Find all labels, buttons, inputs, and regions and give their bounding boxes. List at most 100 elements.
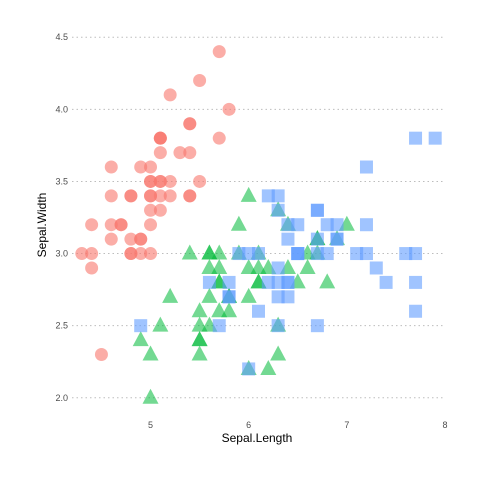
point-circle (124, 247, 138, 261)
point-circle (134, 160, 148, 174)
point-triangle (299, 258, 316, 274)
point-circle (94, 348, 108, 362)
point-circle (183, 189, 197, 203)
point-square (428, 131, 442, 145)
point-square (310, 319, 324, 333)
point-square (232, 247, 246, 261)
point-square (252, 247, 265, 261)
point-triangle (142, 345, 159, 361)
point-circle (212, 131, 226, 145)
point-circle (85, 247, 99, 261)
y-tick-label: 3.0 (55, 249, 68, 259)
point-triangle (191, 345, 208, 361)
point-triangle (181, 244, 198, 260)
x-tick-label: 6 (246, 420, 251, 430)
point-triangle (191, 302, 208, 318)
point-circle (193, 73, 207, 87)
point-square (320, 218, 334, 232)
point-triangle (230, 215, 247, 231)
point-circle (144, 247, 158, 261)
point-circle (144, 174, 158, 188)
point-circle (153, 189, 167, 203)
point-circle (124, 189, 138, 203)
point-square (281, 232, 295, 246)
point-square (242, 247, 256, 261)
point-circle (144, 189, 158, 203)
point-triangle (132, 331, 149, 347)
y-tick-label: 2.0 (55, 393, 68, 403)
point-circle (153, 146, 167, 160)
point-triangle (152, 316, 169, 332)
point-circle (183, 146, 197, 160)
gridlines (72, 36, 445, 399)
point-circle (104, 232, 118, 246)
point-circle (163, 88, 177, 102)
point-square (359, 160, 373, 174)
point-circle (104, 160, 118, 174)
point-square (291, 218, 305, 232)
point-circle (153, 203, 167, 217)
point-triangle (142, 388, 159, 404)
point-square (320, 247, 334, 261)
point-circle (124, 232, 138, 246)
point-circle (134, 232, 148, 246)
x-tick-label: 5 (148, 420, 153, 430)
point-triangle (319, 273, 336, 289)
point-square (222, 275, 236, 289)
point-square (212, 319, 226, 333)
point-triangle (162, 287, 179, 303)
x-tick-label: 8 (442, 420, 447, 430)
point-square (222, 290, 236, 304)
point-square (359, 247, 373, 261)
point-triangle (260, 359, 277, 375)
point-circle (173, 146, 187, 160)
point-circle (144, 218, 158, 232)
point-square (399, 247, 413, 261)
point-circle (222, 102, 236, 116)
point-square (310, 203, 324, 217)
point-triangle (191, 331, 208, 347)
point-square (271, 319, 285, 333)
y-axis-title: Sepal.Width (35, 193, 49, 258)
point-square (271, 290, 285, 304)
y-axis-ticks: 2.0 2.5 3.0 3.5 4.0 4.5 (55, 32, 68, 403)
point-square (409, 304, 423, 318)
point-circle (153, 174, 167, 188)
x-tick-label: 7 (344, 420, 349, 430)
point-circle (85, 218, 99, 232)
point-square (291, 247, 305, 261)
x-axis-ticks: 5 6 7 8 (148, 420, 447, 430)
point-square (271, 189, 285, 203)
point-circle (104, 218, 118, 232)
point-circle (85, 261, 99, 275)
point-circle (212, 45, 226, 59)
point-square (369, 261, 383, 275)
point-triangle (211, 244, 228, 260)
point-square (379, 275, 393, 289)
point-circle (153, 131, 167, 145)
point-square (252, 304, 265, 318)
point-circle (163, 189, 177, 203)
point-square (281, 218, 295, 232)
point-circle (104, 189, 118, 203)
point-triangle (240, 258, 257, 274)
point-square (271, 261, 285, 275)
point-square (409, 275, 423, 289)
point-circle (134, 247, 148, 261)
data-points (75, 45, 442, 404)
point-square (409, 247, 423, 261)
point-square (359, 218, 373, 232)
point-square (261, 275, 275, 289)
point-circle (114, 218, 128, 232)
y-tick-label: 2.5 (55, 321, 68, 331)
point-circle (193, 174, 207, 188)
point-square (281, 275, 295, 289)
point-triangle (270, 345, 287, 361)
point-square (281, 290, 295, 304)
point-square (310, 247, 324, 261)
point-square (350, 247, 364, 261)
y-tick-label: 3.5 (55, 176, 68, 186)
point-square (330, 232, 344, 246)
point-square (271, 275, 285, 289)
